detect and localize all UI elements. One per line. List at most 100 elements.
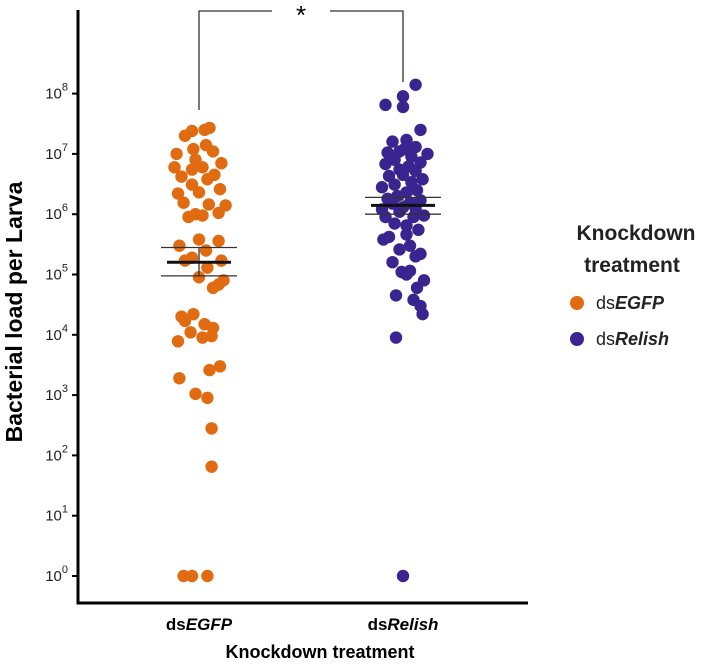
y-axis-title: Bacterial load per Larva — [1, 181, 27, 442]
x-axis-title: Knockdown treatment — [225, 642, 414, 662]
data-point — [177, 196, 190, 209]
data-point — [187, 307, 200, 321]
bracket-left — [198, 10, 272, 110]
data-point — [381, 192, 394, 206]
data-points — [168, 78, 434, 583]
data-point — [185, 178, 199, 191]
legend: Knockdown treatment dsEGFP dsRelish — [570, 222, 696, 349]
data-point — [171, 335, 185, 348]
data-point — [388, 217, 401, 230]
y-tick-label: 101 — [45, 504, 68, 525]
x-category-label: dsEGFP — [166, 615, 233, 634]
data-point — [382, 230, 396, 244]
data-point — [185, 124, 199, 138]
data-point — [414, 123, 427, 137]
data-point — [201, 261, 214, 274]
data-point — [400, 219, 413, 232]
legend-title-line2: treatment — [584, 254, 680, 277]
data-point — [185, 163, 199, 176]
data-point — [201, 569, 214, 583]
data-point — [400, 228, 413, 241]
data-point — [205, 460, 218, 473]
data-point — [175, 170, 188, 183]
data-point — [414, 247, 427, 261]
data-point — [414, 156, 427, 169]
data-point — [212, 234, 225, 248]
y-tick-label: 102 — [45, 443, 68, 464]
data-point — [215, 254, 228, 267]
data-point — [184, 326, 197, 339]
legend-swatch — [570, 296, 584, 310]
data-point — [409, 140, 422, 154]
data-point — [171, 187, 185, 200]
data-point — [198, 317, 211, 331]
x-category-label: dsRelish — [368, 615, 439, 634]
y-tick-label: 105 — [45, 263, 68, 284]
significance-bracket: * — [198, 0, 404, 110]
data-point — [409, 78, 422, 91]
significance-star: * — [296, 0, 306, 30]
data-point — [199, 244, 213, 257]
data-point — [403, 239, 417, 252]
data-point — [196, 331, 209, 344]
data-point — [192, 233, 206, 246]
plot-area: 100 101 102 103 104 105 106 107 108 dsEGFP dsReli… — [45, 0, 528, 634]
data-point — [403, 264, 417, 278]
data-point — [396, 90, 410, 103]
legend-title-line1: Knockdown — [577, 222, 696, 245]
y-tick-label: 104 — [45, 323, 68, 344]
data-point — [393, 243, 406, 256]
data-point — [213, 182, 227, 196]
data-point — [417, 274, 431, 287]
data-point — [407, 293, 420, 307]
data-point — [389, 289, 403, 302]
y-tick-label: 103 — [45, 383, 68, 404]
data-point — [379, 98, 392, 112]
data-point — [168, 161, 181, 174]
mean-error-bars — [161, 196, 441, 277]
y-tick-label: 106 — [45, 202, 68, 223]
bracket-right — [330, 10, 404, 82]
data-point — [187, 142, 200, 156]
data-point — [405, 175, 418, 189]
y-tick-label: 108 — [45, 82, 68, 103]
legend-label: dsEGFP — [596, 293, 665, 313]
data-point — [402, 160, 415, 173]
data-point — [416, 173, 429, 186]
data-point — [386, 255, 399, 269]
data-point — [389, 331, 403, 344]
y-axis-ticks: 100 101 102 103 104 105 106 107 108 — [45, 82, 78, 585]
data-point — [412, 223, 425, 237]
data-point — [173, 372, 186, 385]
data-point — [386, 135, 399, 148]
data-point — [213, 360, 227, 373]
data-point — [199, 138, 213, 152]
legend-swatch — [570, 332, 584, 346]
data-point — [175, 310, 188, 323]
data-point — [400, 133, 413, 147]
data-point — [382, 169, 396, 183]
data-point — [396, 100, 410, 114]
data-point — [417, 209, 431, 222]
data-point — [205, 422, 218, 435]
data-point — [202, 198, 215, 211]
data-point — [215, 157, 228, 170]
data-point — [396, 569, 410, 583]
y-tick-label: 100 — [45, 564, 68, 585]
data-point — [189, 387, 202, 401]
data-point — [421, 147, 434, 161]
data-point — [375, 181, 389, 194]
data-point — [170, 147, 183, 161]
x-axis-category-labels: dsEGFP dsRelish — [166, 615, 439, 634]
data-point — [203, 363, 216, 377]
data-point — [192, 271, 206, 284]
y-tick-label: 107 — [45, 142, 68, 163]
data-point — [189, 153, 202, 166]
data-point — [217, 274, 230, 287]
data-point — [208, 168, 221, 182]
data-point — [185, 569, 199, 583]
data-point — [201, 391, 214, 405]
data-point — [219, 199, 232, 212]
legend-items: dsEGFP dsRelish — [570, 293, 669, 349]
